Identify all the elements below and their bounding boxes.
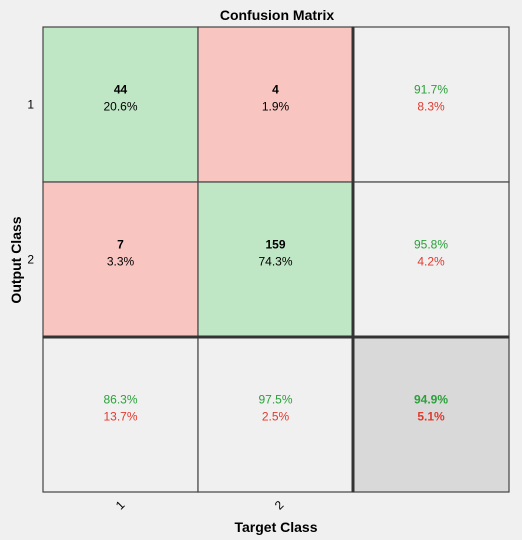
matrix-cell-1-2 xyxy=(197,26,354,183)
cell-count-2-1: 7 xyxy=(117,238,124,252)
col-summary-incorrect-2: 2.5% xyxy=(262,410,290,424)
cell-percent-1-2: 1.9% xyxy=(262,100,290,114)
cell-percent-1-1: 20.6% xyxy=(103,100,137,114)
row-summary-incorrect-1: 8.3% xyxy=(417,100,445,114)
cell-count-2-2: 159 xyxy=(265,238,285,252)
chart-title: Confusion Matrix xyxy=(220,7,335,23)
x-axis-label: Target Class xyxy=(235,519,318,535)
col-summary-correct-1: 86.3% xyxy=(103,393,137,407)
y-tick-label-2: 2 xyxy=(27,253,34,267)
x-tick-label-2: 2 xyxy=(272,498,287,513)
matrix-cell-2-2 xyxy=(197,181,354,338)
row-summary-correct-1: 91.7% xyxy=(414,83,448,97)
col-summary-incorrect-1: 13.7% xyxy=(103,410,137,424)
matrix-cell-1-1 xyxy=(42,26,199,183)
row-summary-cell-1 xyxy=(352,26,510,183)
col-summary-cell-1 xyxy=(42,336,199,493)
cell-percent-2-2: 74.3% xyxy=(258,255,292,269)
col-summary-cell-2 xyxy=(197,336,354,493)
y-axis-label: Output Class xyxy=(8,216,24,303)
cell-count-1-1: 44 xyxy=(114,83,128,97)
col-summary-correct-2: 97.5% xyxy=(258,393,292,407)
x-tick-label-1: 1 xyxy=(113,498,128,513)
y-tick-label-1: 1 xyxy=(27,98,34,112)
overall-incorrect: 5.1% xyxy=(417,410,445,424)
row-summary-cell-2 xyxy=(352,181,510,338)
row-summary-incorrect-2: 4.2% xyxy=(417,255,445,269)
cell-percent-2-1: 3.3% xyxy=(107,255,135,269)
matrix-cell-2-1 xyxy=(42,181,199,338)
row-summary-correct-2: 95.8% xyxy=(414,238,448,252)
cell-count-1-2: 4 xyxy=(272,83,279,97)
overall-correct: 94.9% xyxy=(414,393,448,407)
